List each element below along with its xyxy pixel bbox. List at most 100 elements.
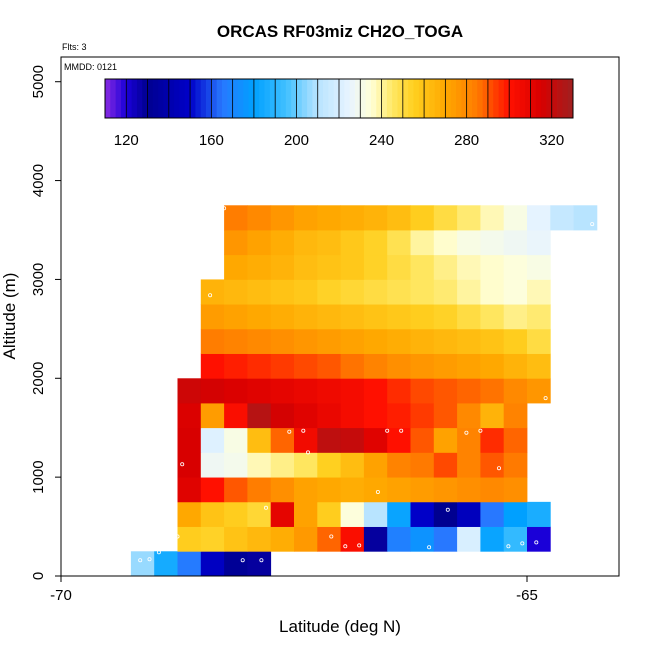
colorbar-segment bbox=[163, 79, 170, 118]
heatmap-cell bbox=[410, 328, 435, 354]
heatmap-cell bbox=[340, 403, 365, 429]
heatmap-cell bbox=[317, 452, 341, 478]
heatmap-cell bbox=[317, 230, 341, 256]
colorbar-segment bbox=[546, 79, 553, 118]
colorbar-segment bbox=[440, 79, 446, 118]
y-tick-label: 4000 bbox=[30, 164, 47, 197]
colorbar-segment bbox=[142, 79, 148, 118]
colorbar-segment bbox=[413, 79, 420, 118]
heatmap-cell bbox=[550, 205, 574, 231]
heatmap-cell bbox=[457, 452, 481, 478]
heatmap-cell bbox=[247, 328, 272, 354]
flight-point bbox=[240, 558, 245, 563]
colorbar-segment bbox=[530, 79, 537, 118]
heatmap-cell bbox=[363, 353, 388, 379]
heatmap-cell bbox=[433, 254, 458, 280]
heatmap-cell bbox=[247, 205, 272, 231]
heatmap-cell bbox=[527, 501, 551, 527]
heatmap-cell bbox=[457, 526, 481, 552]
x-tick-label: -65 bbox=[516, 587, 538, 604]
heatmap-cell bbox=[480, 427, 505, 453]
heatmap-cell bbox=[340, 304, 365, 330]
heatmap-cell bbox=[527, 230, 551, 256]
colorbar-segment bbox=[105, 79, 111, 118]
heatmap-cell bbox=[527, 304, 551, 330]
heatmap-cell bbox=[294, 279, 318, 305]
heatmap-cell bbox=[317, 526, 341, 552]
colorbar-segment bbox=[253, 79, 260, 118]
heatmap-cell bbox=[200, 551, 225, 577]
heatmap-cell bbox=[387, 477, 411, 503]
flight-point bbox=[529, 483, 534, 488]
heatmap-cell bbox=[340, 205, 365, 231]
heatmap-cell bbox=[200, 452, 225, 478]
colorbar-segment bbox=[487, 79, 494, 118]
heatmap-cell bbox=[433, 477, 458, 503]
heatmap-cell bbox=[270, 501, 295, 527]
colorbar-segment bbox=[514, 79, 521, 118]
heatmap-cell bbox=[363, 427, 388, 453]
heatmap-cell bbox=[363, 230, 388, 256]
colorbar-segment bbox=[168, 79, 175, 118]
flight-point bbox=[305, 450, 310, 455]
heatmap-cell bbox=[200, 279, 225, 305]
heatmap-cell bbox=[340, 477, 365, 503]
heatmap-cell bbox=[270, 328, 295, 354]
heatmap-cell bbox=[224, 279, 248, 305]
heatmap-cell bbox=[457, 403, 481, 429]
heatmap-cell bbox=[480, 526, 505, 552]
colorbar-segment bbox=[232, 79, 239, 118]
heatmap-cell bbox=[433, 205, 458, 231]
colorbar-segment bbox=[557, 79, 563, 118]
heatmap-cell bbox=[247, 378, 272, 404]
flight-point bbox=[590, 222, 595, 227]
flight-point bbox=[156, 467, 161, 472]
heatmap-cell bbox=[224, 378, 248, 404]
heatmap-cell bbox=[317, 427, 341, 453]
heatmap-cell bbox=[387, 353, 411, 379]
colorbar-segment bbox=[333, 79, 340, 118]
colorbar-segment bbox=[174, 79, 180, 118]
colorbar-segment bbox=[328, 79, 335, 118]
heatmap-cell bbox=[503, 452, 528, 478]
heatmap-cell bbox=[177, 526, 202, 552]
flight-point bbox=[464, 430, 469, 435]
heatmap-cell bbox=[294, 477, 318, 503]
heatmap-cell bbox=[527, 526, 551, 552]
heatmap-cell bbox=[433, 279, 458, 305]
heatmap-cell bbox=[457, 427, 481, 453]
heatmap-cell bbox=[294, 304, 318, 330]
colorbar-segment bbox=[477, 79, 483, 118]
heatmap-cell bbox=[317, 254, 341, 280]
heatmap-cell bbox=[457, 501, 481, 527]
heatmap-cell bbox=[224, 501, 248, 527]
colorbar-segment bbox=[509, 79, 515, 118]
flight-point bbox=[478, 428, 483, 433]
colorbar-segment bbox=[450, 79, 457, 118]
heatmap-cell bbox=[480, 328, 505, 354]
heatmap-cell bbox=[340, 501, 365, 527]
flight-point bbox=[263, 505, 268, 510]
heatmap-cell bbox=[457, 254, 481, 280]
heatmap-cell bbox=[177, 452, 202, 478]
colorbar-segment bbox=[136, 79, 143, 118]
heatmap-cell bbox=[247, 551, 272, 577]
heatmap-cell bbox=[387, 205, 411, 231]
colorbar-tick-label: 160 bbox=[199, 132, 224, 149]
y-tick-label: 3000 bbox=[30, 263, 47, 296]
heatmap-cell bbox=[503, 328, 528, 354]
heatmap-cell bbox=[387, 279, 411, 305]
heatmap-cell bbox=[457, 279, 481, 305]
heatmap-cell bbox=[247, 501, 272, 527]
colorbar-segment bbox=[291, 79, 297, 118]
flight-point bbox=[329, 534, 334, 539]
heatmap-cell bbox=[294, 254, 318, 280]
colorbar-segment bbox=[227, 79, 234, 118]
heatmap-cell bbox=[224, 304, 248, 330]
heatmap-cell bbox=[200, 477, 225, 503]
heatmap-cell bbox=[503, 501, 528, 527]
flight-point bbox=[375, 489, 380, 494]
heatmap-cell bbox=[363, 254, 388, 280]
colorbar-segment bbox=[206, 79, 212, 118]
